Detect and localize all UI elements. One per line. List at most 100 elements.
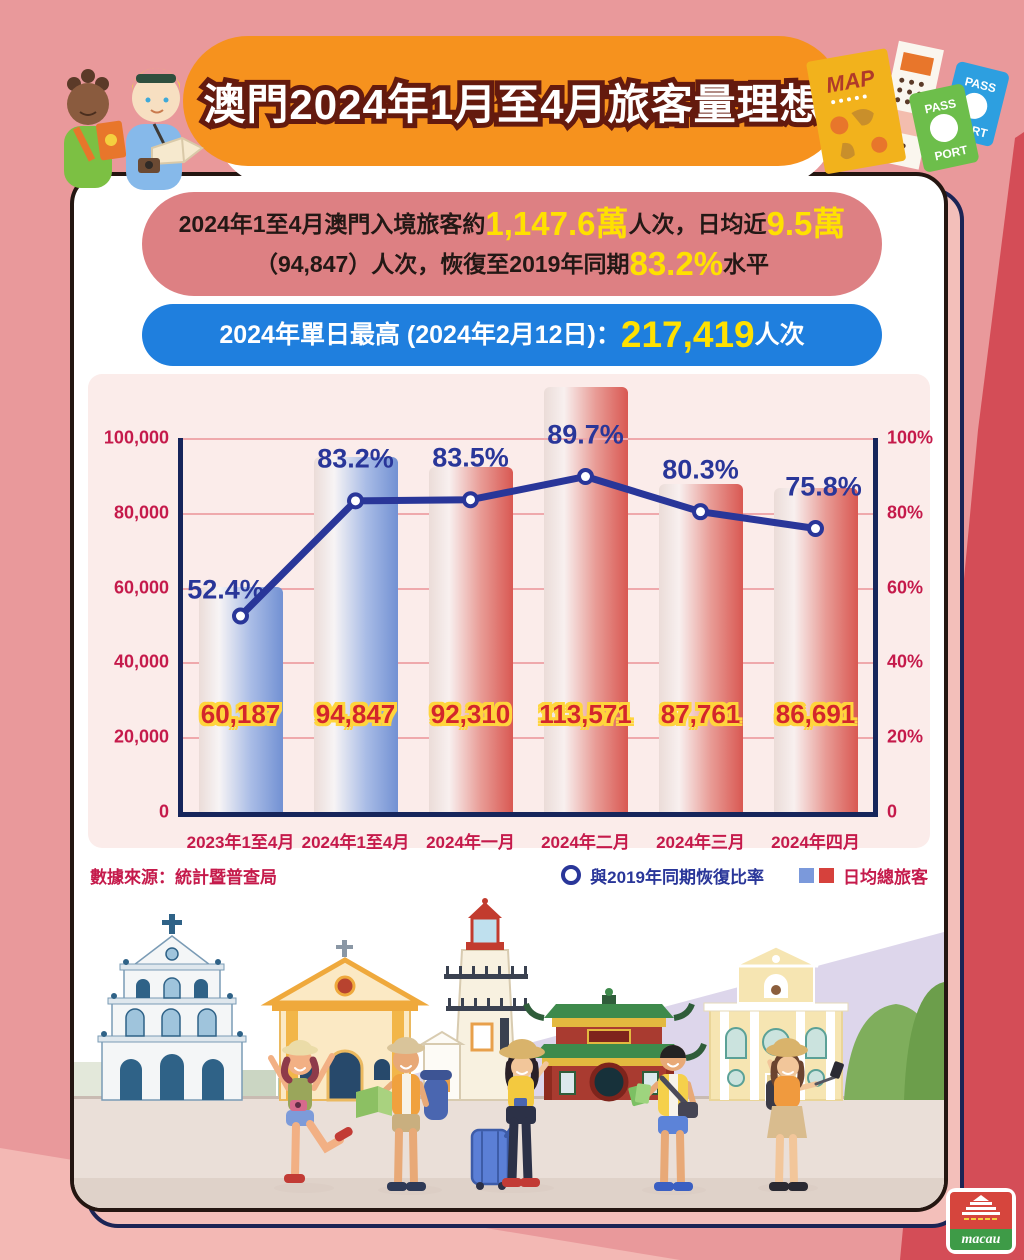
bar-value-label: 94,847 bbox=[315, 699, 396, 729]
text-segment: 2024年1至4月澳門入境旅客約 bbox=[178, 210, 486, 237]
right-axis-tick: 40% bbox=[887, 651, 924, 672]
left-axis-tick: 40,000 bbox=[113, 651, 169, 672]
text-segment: 人次，日均近 bbox=[628, 210, 767, 237]
bar-value-label: 86,691 bbox=[775, 699, 856, 729]
bar-2024年一月 bbox=[428, 466, 513, 812]
text-segment: 217,419 bbox=[620, 313, 755, 355]
x-axis-label: 2024年三月 bbox=[656, 833, 745, 852]
passport-green-top-label: PASS bbox=[923, 96, 957, 116]
right-axis-tick: 60% bbox=[887, 577, 924, 598]
guia-lighthouse-illustration bbox=[418, 898, 528, 1101]
right-axis-tick: 100% bbox=[887, 427, 934, 448]
main-card: 2024年1至4月澳門入境旅客約 1,147.6萬 人次，日均近 9.5萬 （94,8… bbox=[70, 172, 948, 1212]
bar-2024年四月 bbox=[773, 487, 858, 812]
bar-2024年二月 bbox=[543, 387, 628, 812]
chart-footer: 數據來源：統計暨普查局 與2019年同期恢復比率 日均總旅客 bbox=[90, 860, 928, 890]
line-point-marker bbox=[232, 607, 249, 625]
x-axis-label: 2024年二月 bbox=[541, 833, 630, 852]
gridline-top bbox=[183, 438, 873, 440]
chart-legend: 與2019年同期恢復比率 日均總旅客 bbox=[561, 863, 928, 888]
left-axis-tick: 80,000 bbox=[113, 502, 169, 523]
x-axis-label: 2024年1至4月 bbox=[301, 833, 410, 852]
line-percent-label: 52.4% bbox=[187, 574, 264, 605]
peak-day-text: 2024年單日最高 (2024年2月12日)： 217,419 人次 bbox=[219, 314, 804, 357]
travel-items-illustration: MAP PASS PORT PASS PORT bbox=[806, 40, 1009, 174]
text-segment: 83.2% bbox=[629, 245, 724, 282]
peak-day-banner: 2024年單日最高 (2024年2月12日)： 217,419 人次 bbox=[142, 304, 882, 366]
tourist-woman-with-selfie-stick bbox=[766, 1038, 844, 1191]
right-axis-line bbox=[873, 438, 878, 817]
logo-brand-text: macau bbox=[961, 1231, 1001, 1247]
right-axis-tick: 80% bbox=[887, 502, 924, 523]
line-marker-icon bbox=[561, 865, 582, 885]
text-segment: 2024年單日最高 (2024年2月12日)： bbox=[219, 320, 621, 349]
title-banner: 澳門2024年1月至4月旅客量理想 澳門2024年1月至4月旅客量理想 bbox=[183, 36, 843, 166]
ruins-of-st-pauls-illustration bbox=[97, 914, 247, 1101]
tourist-backpacker-man bbox=[356, 1037, 452, 1191]
line-point-marker bbox=[807, 520, 824, 538]
tourist-woman-with-suitcase bbox=[470, 1039, 549, 1190]
page-title-outline: 澳門2024年1月至4月旅客量理想 bbox=[198, 76, 826, 133]
bar-value-label: 87,761 bbox=[660, 699, 741, 729]
data-source-note: 數據來源：統計暨普查局 bbox=[90, 867, 277, 887]
text-segment: 水平 bbox=[723, 250, 770, 277]
text-segment: 1,147.6萬 bbox=[485, 205, 629, 243]
chart-panel: 60,187 2023年1至4月 94,847 2024年1至4月 92,310 2024… bbox=[88, 374, 934, 852]
tourist-with-map-icon bbox=[126, 68, 204, 190]
red-bar-swatch-icon bbox=[819, 867, 834, 883]
blue-bar-swatch-icon bbox=[799, 867, 814, 883]
left-axis-tick: 100,000 bbox=[103, 427, 169, 448]
text-segment: 9.5萬 bbox=[766, 205, 846, 243]
gridline bbox=[183, 737, 873, 740]
text-segment: 人次 bbox=[754, 320, 805, 349]
tourist-with-passport-icon bbox=[64, 69, 127, 188]
bushes-illustration bbox=[844, 982, 944, 1100]
bar-value-label: 113,571 bbox=[539, 699, 632, 729]
line-percent-label: 83.2% bbox=[317, 443, 394, 474]
left-axis-tick: 0 bbox=[158, 801, 169, 822]
line-percent-label: 83.5% bbox=[432, 442, 509, 473]
x-axis-label: 2023年1至4月 bbox=[186, 833, 295, 852]
gridline bbox=[183, 662, 873, 665]
bar-value-label: 92,310 bbox=[430, 699, 511, 729]
logo-wordmark: macau bbox=[950, 1229, 1012, 1250]
line-point-marker bbox=[577, 468, 594, 486]
text-segment: （94,847）人次，恢復至2019年同期 bbox=[254, 250, 630, 277]
bar-value-label: 60,187 bbox=[200, 699, 281, 729]
x-axis-label: 2024年一月 bbox=[426, 833, 515, 852]
passport-green-icon: PASS PORT bbox=[909, 84, 979, 172]
x-axis-label: 2024年四月 bbox=[771, 833, 860, 852]
tourists-illustration bbox=[268, 1037, 844, 1195]
right-axis-tick: 0 bbox=[887, 801, 898, 822]
summary-line-1: 2024年1至4月澳門入境旅客約 1,147.6萬 人次，日均近 9.5萬 bbox=[179, 205, 846, 243]
line-percent-label: 80.3% bbox=[662, 454, 739, 485]
line-percent-label: 89.7% bbox=[547, 419, 624, 450]
bottom-axis-line bbox=[178, 812, 878, 817]
logo-ruins-icon bbox=[950, 1192, 1012, 1229]
line-point-marker bbox=[462, 491, 479, 509]
map-icon: MAP bbox=[806, 48, 906, 174]
macau-landmarks-illustration bbox=[74, 898, 944, 1208]
legend-line-label: 與2019年同期恢復比率 bbox=[590, 867, 764, 887]
page-title: 澳門2024年1月至4月旅客量理想 bbox=[203, 80, 823, 128]
right-axis-tick: 20% bbox=[887, 726, 924, 747]
bar-2024年1至4月 bbox=[313, 457, 398, 812]
legend-bar-label: 日均總旅客 bbox=[843, 867, 928, 887]
gridline bbox=[183, 587, 873, 590]
tourist-man-with-map bbox=[628, 1045, 698, 1191]
tourists-header-illustration bbox=[64, 68, 204, 190]
bar-2024年三月 bbox=[658, 483, 743, 812]
line-percent-label: 75.8% bbox=[785, 471, 862, 501]
summary-line-2: （94,847）人次，恢復至2019年同期 83.2% 水平 bbox=[255, 245, 769, 283]
left-axis-line bbox=[178, 438, 183, 817]
recovery-rate-line bbox=[232, 468, 824, 625]
line-point-marker bbox=[347, 492, 364, 510]
left-axis-tick: 60,000 bbox=[113, 577, 169, 598]
line-point-marker bbox=[692, 503, 709, 521]
passport-green-bottom-label: PORT bbox=[933, 143, 969, 164]
left-axis-tick: 20,000 bbox=[113, 726, 169, 747]
macau-tourism-logo: macau bbox=[946, 1188, 1016, 1254]
summary-banner: 2024年1至4月澳門入境旅客約 1,147.6萬 人次，日均近 9.5萬 （94,8… bbox=[142, 192, 882, 296]
tourist-jumping-woman bbox=[268, 1040, 353, 1183]
